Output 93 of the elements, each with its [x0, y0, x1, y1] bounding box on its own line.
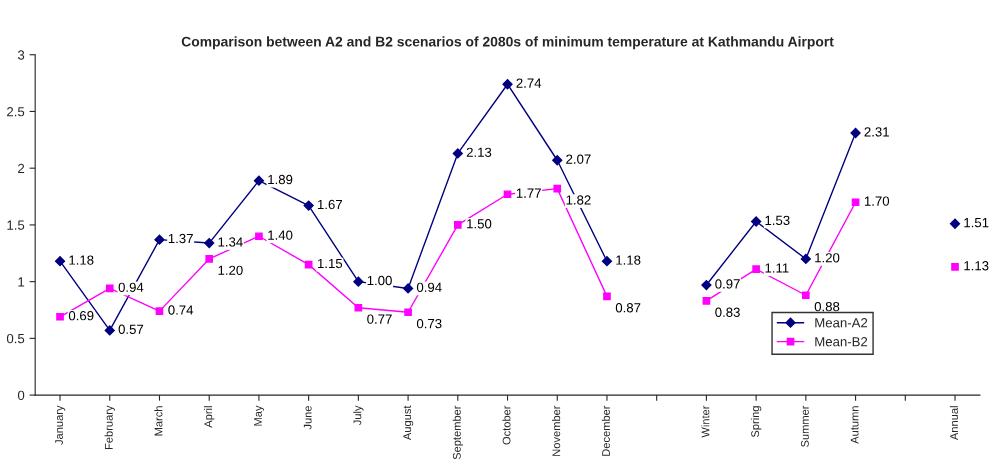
data-label: 2.31	[864, 127, 889, 137]
data-label: 2.07	[566, 154, 591, 164]
y-tick-label: 1	[18, 277, 25, 287]
point	[851, 198, 860, 207]
x-tick-label: April	[204, 406, 215, 428]
x-tick-label: Winter	[701, 405, 710, 438]
data-label: 1.89	[268, 174, 293, 185]
point	[253, 175, 265, 186]
x-tick-label: May	[254, 405, 265, 426]
x-tick-label: June	[303, 405, 312, 430]
x-tick-label: March	[154, 406, 163, 436]
x-tick-label: September	[452, 405, 463, 460]
y-tick-label: 0	[17, 390, 25, 400]
point	[802, 291, 810, 300]
point	[702, 297, 711, 305]
data-label: 2.74	[516, 78, 542, 88]
data-label: 0.94	[118, 282, 144, 292]
point	[105, 284, 114, 293]
point	[553, 184, 562, 193]
point	[354, 303, 363, 312]
x-tick-label: Annual	[949, 406, 958, 441]
point	[155, 307, 164, 315]
point	[54, 256, 66, 267]
point	[701, 279, 712, 291]
data-label: 0.87	[615, 303, 641, 313]
data-label: 1.18	[616, 255, 641, 265]
data-label: 1.11	[765, 263, 789, 273]
x-tick-label: November	[552, 405, 561, 456]
point	[951, 263, 959, 271]
data-label: 0.83	[715, 307, 740, 317]
x-tick-label: August	[403, 405, 414, 441]
point	[949, 218, 961, 229]
point	[503, 190, 512, 199]
data-label: 1.40	[268, 230, 293, 240]
data-label: 0.69	[68, 311, 94, 321]
data-label: 1.13	[964, 261, 989, 271]
y-tick-label: 2.5	[7, 107, 25, 117]
y-tick-label: 2	[18, 163, 25, 173]
data-label: 1.51	[964, 218, 989, 228]
point	[205, 255, 214, 263]
point	[752, 265, 760, 273]
point	[603, 292, 611, 301]
data-label: 1.20	[815, 253, 840, 263]
data-label: 2.13	[466, 147, 492, 157]
x-tick-label: July	[353, 405, 364, 426]
point	[751, 216, 762, 227]
x-tick-label: February	[104, 405, 115, 450]
data-label: 1.77	[516, 188, 541, 198]
x-tick-label: December	[601, 405, 610, 456]
y-tick-label: 0.5	[6, 333, 25, 344]
x-tick-label: January	[55, 405, 66, 445]
data-label: 1.50	[467, 219, 492, 229]
point	[402, 283, 414, 294]
chart-title: Comparison between A2 and B2 scenarios of 2080s of minimum temperature at Kathmandu Airport	[181, 36, 834, 50]
point	[303, 200, 314, 211]
point	[453, 221, 462, 229]
data-label: 0.77	[367, 314, 392, 324]
x-tick-label: Summer	[800, 405, 809, 447]
x-tick-label: Autumn	[850, 406, 859, 444]
data-label: 1.18	[69, 255, 94, 265]
data-label: 1.15	[317, 258, 343, 269]
point	[452, 148, 463, 159]
point	[204, 237, 215, 249]
data-label: 0.88	[814, 301, 840, 312]
point	[552, 155, 563, 166]
data-label: 0.74	[168, 305, 194, 315]
data-label: 0.97	[715, 279, 740, 289]
point	[800, 253, 811, 265]
point	[601, 256, 613, 267]
data-label: 1.67	[317, 199, 342, 210]
point	[502, 79, 513, 90]
data-label: 1.70	[864, 196, 890, 206]
point	[56, 312, 64, 321]
y-tick-label: 1.5	[7, 220, 25, 230]
x-tick-label: Spring	[750, 406, 762, 438]
data-label: 0.57	[118, 324, 144, 334]
y-tick-label: 3	[17, 50, 25, 60]
data-label: 1.20	[218, 265, 243, 275]
data-label: 1.82	[566, 195, 591, 205]
data-label: 1.00	[367, 275, 392, 286]
data-label: 1.34	[218, 237, 243, 247]
point	[404, 308, 412, 317]
legend-label: Mean-B2	[815, 337, 868, 347]
data-label: 0.73	[416, 318, 442, 329]
data-label: 0.94	[416, 282, 442, 292]
point	[154, 234, 165, 245]
data-label: 1.37	[168, 233, 193, 244]
data-label: 1.53	[765, 215, 790, 226]
legend-label: Mean-A2	[815, 318, 868, 328]
point	[104, 325, 115, 336]
x-tick-label: October	[502, 405, 511, 445]
point	[255, 232, 263, 241]
point	[353, 276, 364, 287]
